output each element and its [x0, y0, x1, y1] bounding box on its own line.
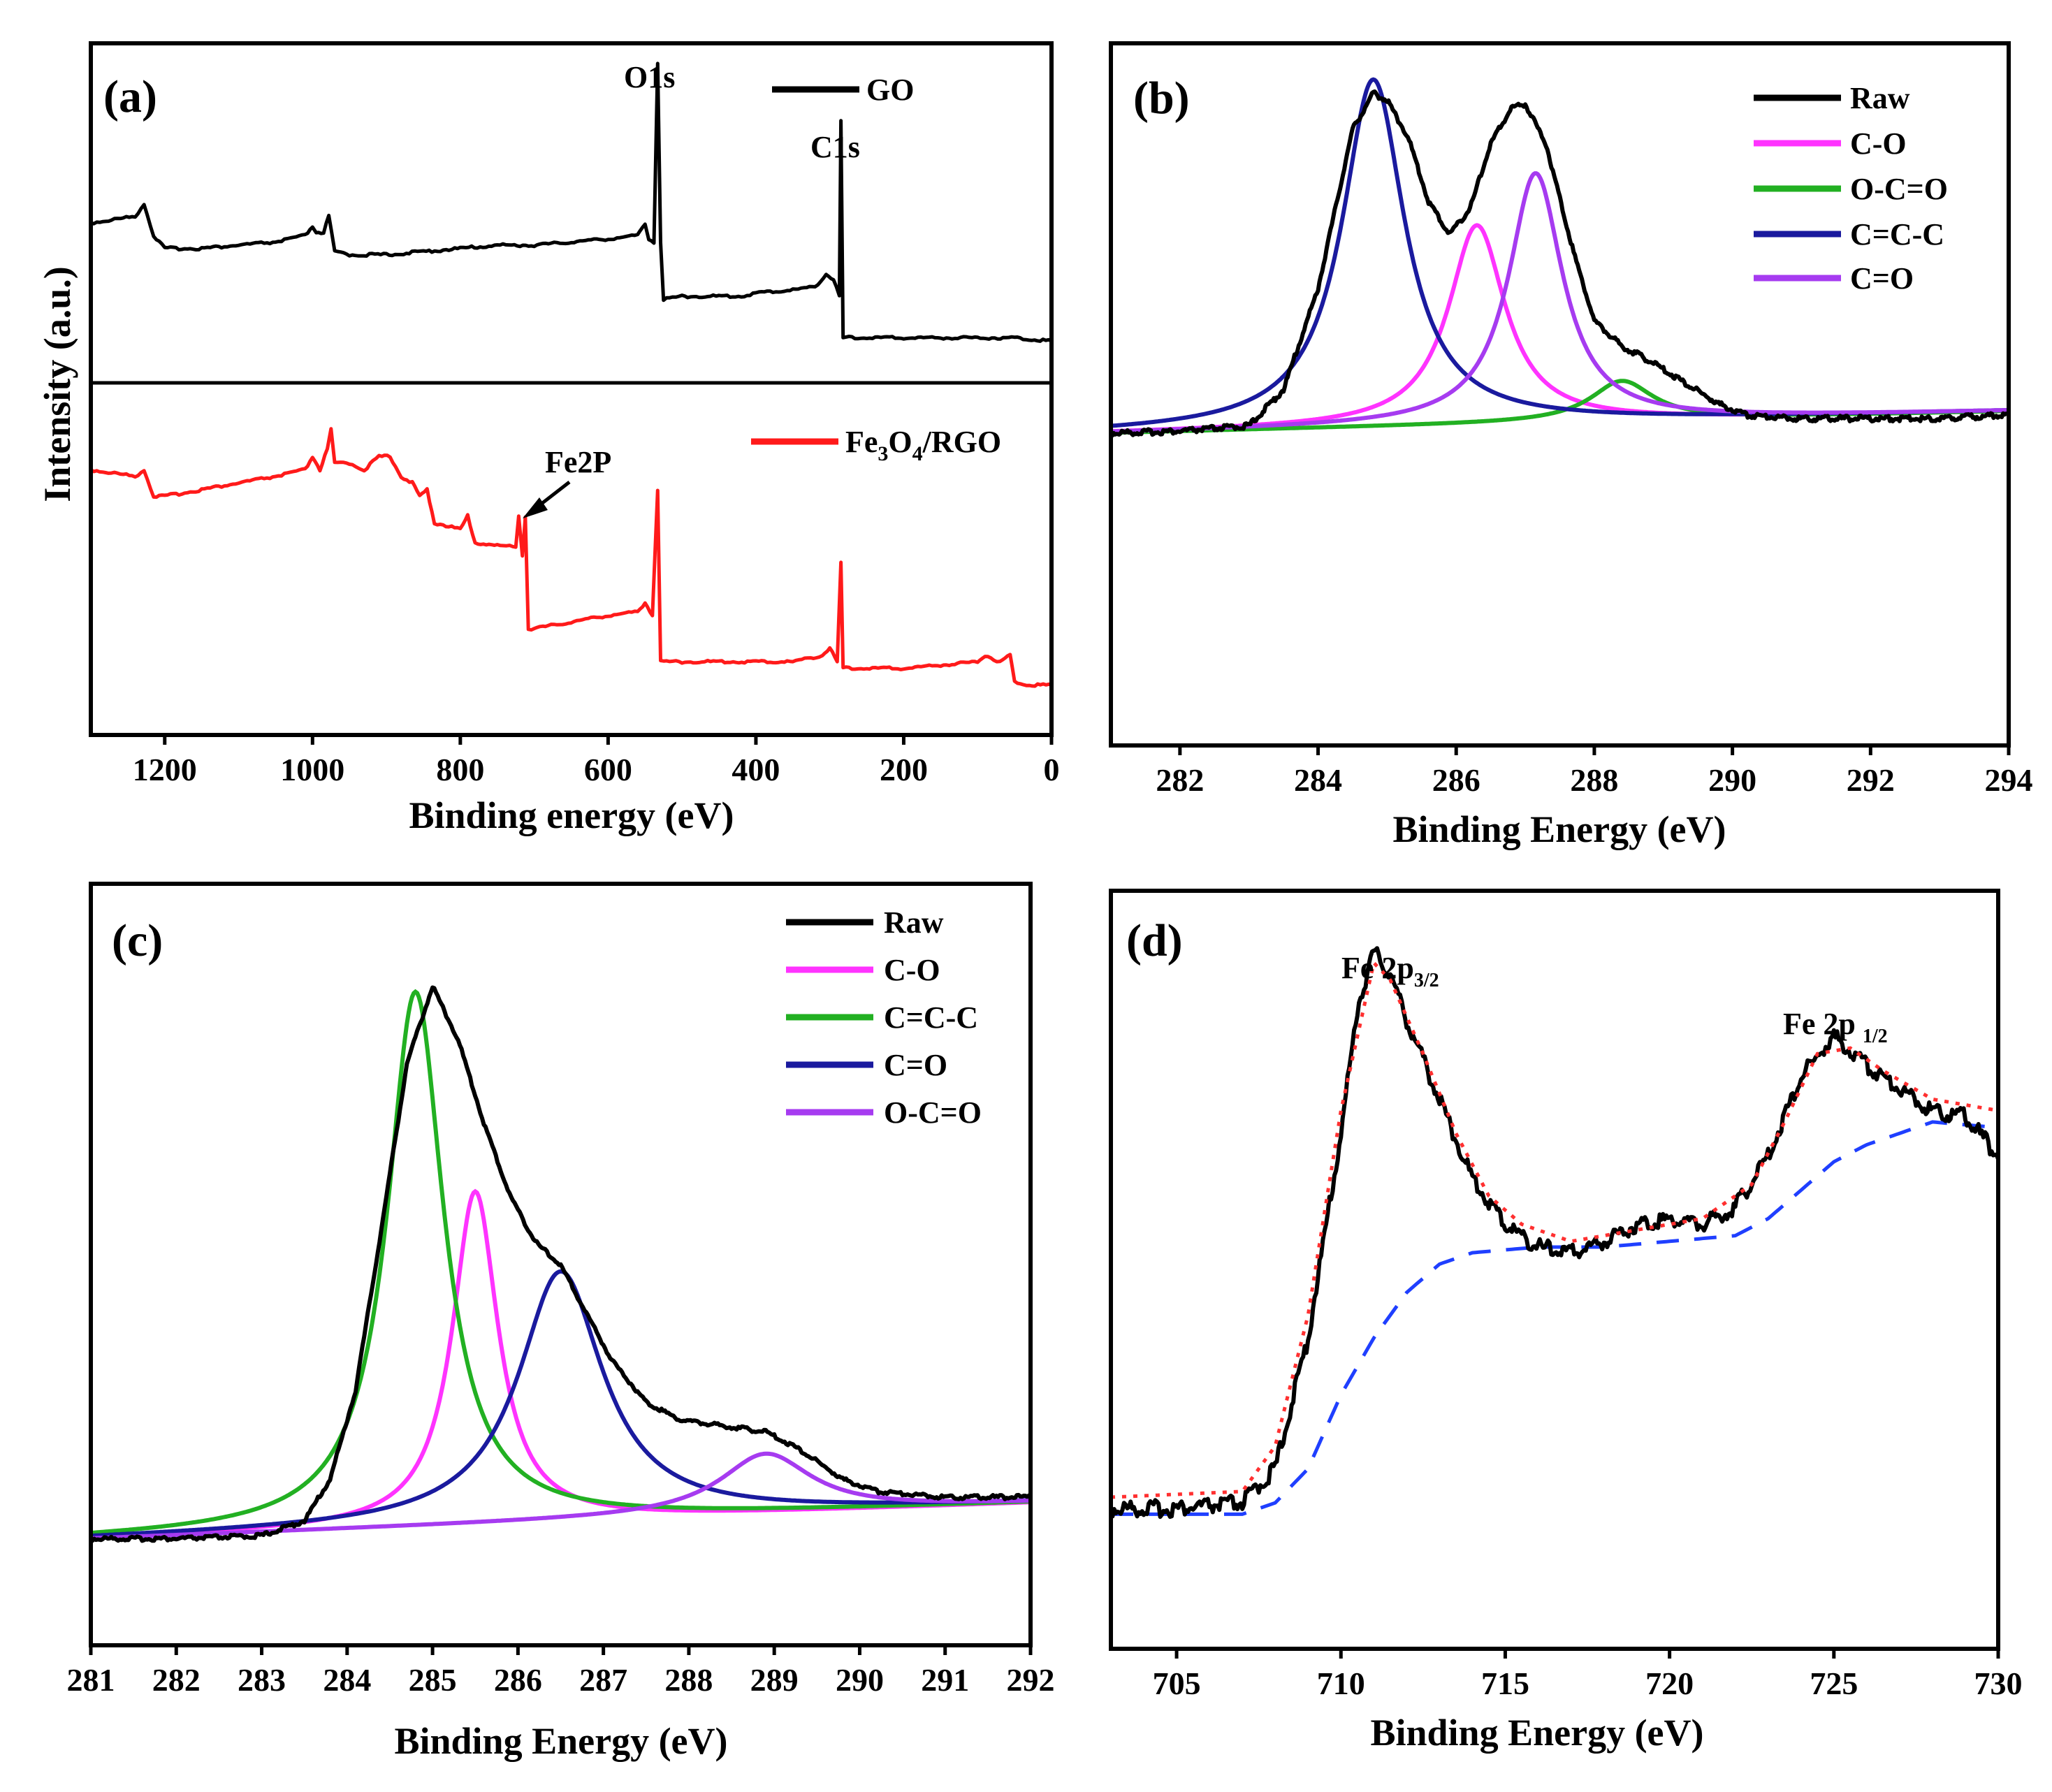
legend-c-c-c-c-label: C=C-C [884, 1000, 978, 1035]
c-tick-label-283: 283 [238, 1662, 286, 1698]
panel-a-frame [89, 41, 1054, 737]
panel-c-legend: Raw C-O C=C-C C=O O-C=O [786, 905, 982, 1130]
b-tick-label-284: 284 [1294, 762, 1342, 798]
b-tick-label-290: 290 [1708, 762, 1756, 798]
a-tick-label-1200: 1200 [133, 752, 197, 787]
c-series-co [90, 1269, 1031, 1538]
a-tick-label-0: 0 [1044, 752, 1060, 787]
panel-c-series [89, 985, 1033, 1543]
b-tick-label-286: 286 [1432, 762, 1480, 798]
c-tick-label-292: 292 [1007, 1662, 1055, 1698]
c-tick-label-282: 282 [152, 1662, 201, 1698]
panel-d-series [1109, 946, 2000, 1520]
c-tick-label-289: 289 [750, 1662, 799, 1698]
c-tick-label-287: 287 [579, 1662, 627, 1698]
legend-fe3o4-rgo-label: Fe3O4/RGO [845, 425, 1001, 465]
d-tick-label-720: 720 [1645, 1666, 1694, 1701]
o1s-peak-label: O1s [624, 60, 675, 94]
panel-a-y-axis-label: Intensity (a.u.) [36, 266, 78, 502]
legend-b-c-o-label: C-O [1850, 126, 1907, 161]
panel-c-x-ticks: 281 282 283 284 285 286 287 288 289 290 291 292 [67, 1645, 1055, 1698]
d-tick-label-715: 715 [1481, 1666, 1529, 1701]
legend-b-c-c-c-label: C=C-C [1850, 217, 1944, 252]
panel-a-x-axis-label: Binding energy (eV) [409, 794, 734, 836]
c-tick-label-285: 285 [409, 1662, 457, 1698]
b-tick-label-282: 282 [1156, 762, 1204, 798]
panel-b-x-axis-label: Binding Energy (eV) [1392, 808, 1726, 850]
series-go [90, 61, 1052, 343]
c-tick-label-291: 291 [921, 1662, 969, 1698]
panel-a-x-ticks: 1200 1000 800 600 400 200 0 [133, 735, 1060, 787]
panel-b-frame [1109, 41, 2011, 748]
a-tick-label-400: 400 [732, 752, 780, 787]
fe-2p3-2-label: Fe 2p3/2 [1341, 951, 1439, 991]
d-tick-label-725: 725 [1810, 1666, 1858, 1701]
c-tick-label-284: 284 [323, 1662, 371, 1698]
panel-b-label: (b) [1133, 73, 1190, 124]
c-series-co [90, 1188, 1031, 1539]
panel-d-label: (d) [1126, 915, 1183, 966]
c-series-raw [89, 985, 1033, 1543]
panel-a-label: (a) [103, 71, 157, 122]
c1s-peak-label: C1s [810, 130, 860, 164]
d-series-background [1111, 1120, 1999, 1516]
legend-b-c-eq-o-label: C=O [1850, 261, 1914, 296]
c-tick-label-290: 290 [836, 1662, 884, 1698]
legend-b-o-c-o-label: O-C=O [1850, 172, 1948, 206]
panel-d-x-axis-label: Binding Energy (eV) [1370, 1712, 1703, 1754]
legend-c-c-o-label: C-O [884, 953, 940, 987]
b-tick-label-292: 292 [1847, 762, 1895, 798]
panel-d-fe2p: 705 710 715 720 725 730 (d) Fe 2p3/2 Fe 2p 1/2… [1109, 889, 2023, 1754]
d-tick-label-705: 705 [1153, 1666, 1201, 1701]
d-tick-label-730: 730 [1974, 1666, 2023, 1701]
legend-c-raw-label: Raw [884, 905, 944, 940]
panel-b-series [1109, 77, 2009, 438]
panel-d-x-ticks: 705 710 715 720 725 730 [1153, 1649, 2023, 1701]
a-tick-label-600: 600 [584, 752, 632, 787]
series-fe3o4-rgo [89, 427, 1052, 688]
b-series-raw [1109, 89, 2009, 438]
d-series-data [1109, 946, 2000, 1520]
legend-c-c-eq-o-label: C=O [884, 1048, 947, 1082]
panel-a-series [89, 61, 1052, 688]
c-tick-label-288: 288 [664, 1662, 713, 1698]
fe2p-peak-label: Fe2P [545, 445, 611, 479]
b-tick-label-288: 288 [1570, 762, 1618, 798]
panel-c-c1s-fe3o4-rgo: 281 282 283 284 285 286 287 288 289 290 291 292 (c)… [67, 882, 1055, 1762]
d-tick-label-710: 710 [1317, 1666, 1365, 1701]
b-tick-label-294: 294 [1985, 762, 2033, 798]
panel-c-x-axis-label: Binding Energy (eV) [394, 1720, 727, 1762]
a-tick-label-800: 800 [436, 752, 484, 787]
legend-b-raw-label: Raw [1850, 81, 1910, 115]
c-tick-label-286: 286 [494, 1662, 542, 1698]
legend-go-label: GO [866, 73, 914, 107]
panel-a-survey-spectrum: 1200 1000 800 600 400 200 0 (a) O1s C1s Fe2P G… [36, 41, 1060, 836]
a-tick-label-200: 200 [880, 752, 928, 787]
panel-d-frame [1109, 889, 2000, 1651]
c-series-oco [90, 1451, 1031, 1540]
fe-2p1-2-label: Fe 2p 1/2 [1783, 1007, 1888, 1047]
fe2p-arrow-head-icon [523, 497, 548, 518]
b-series-co [1110, 171, 2009, 434]
panel-c-frame [89, 882, 1033, 1647]
legend-c-o-c-o-label: O-C=O [884, 1095, 982, 1130]
panel-b-c1s-go: 282 284 286 288 290 292 294 (b) Raw C-O O-C=O … [1109, 41, 2033, 850]
panel-b-x-ticks: 282 284 286 288 290 292 294 [1156, 745, 2033, 798]
c-tick-label-281: 281 [67, 1662, 115, 1698]
panel-c-label: (c) [112, 915, 163, 966]
a-tick-label-1000: 1000 [280, 752, 344, 787]
d-series-fit [1110, 959, 1999, 1499]
panel-b-legend: Raw C-O O-C=O C=C-C C=O [1754, 81, 1948, 296]
c-series-ccc [90, 989, 1031, 1535]
